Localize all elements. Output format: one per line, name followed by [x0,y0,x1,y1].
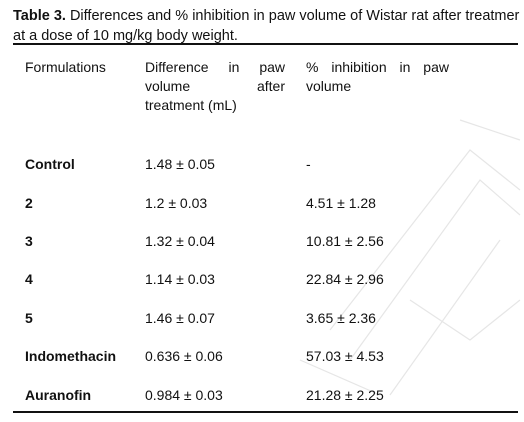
table-top-rule [13,43,518,45]
table-row: 2 1.2 ± 0.03 4.51 ± 1.28 [0,193,524,213]
formulation-cell: 3 [25,233,33,249]
header-word: after [256,78,285,94]
header-inhibition-line-2: volume [306,78,352,94]
formulation-cell: 5 [25,310,33,326]
header-word: % [306,59,319,75]
header-inhibition-line-1: % inhibition in paw [306,58,449,77]
header-difference-line-1: Difference in paw [145,58,285,77]
table-row: Control 1.48 ± 0.05 - [0,154,524,174]
formulation-cell: 4 [25,271,33,287]
table-row: 3 1.32 ± 0.04 10.81 ± 2.56 [0,231,524,251]
inhibition-cell: - [306,156,311,172]
inhibition-cell: 21.28 ± 2.25 [306,387,384,403]
header-difference-line-2: volume after [145,77,285,96]
difference-cell: 0.636 ± 0.06 [145,348,223,364]
caption-line-1: Table 3. Differences and % inhibition in… [13,6,524,26]
formulation-cell: Control [25,156,75,172]
formulation-cell: Indomethacin [25,348,117,364]
header-word: paw [259,59,285,75]
header-word: volume [145,78,191,94]
table-caption: Table 3. Differences and % inhibition in… [13,6,524,46]
header-word: in [399,59,411,75]
formulation-cell: 2 [25,195,33,211]
table-row: 5 1.46 ± 0.07 3.65 ± 2.36 [0,308,524,328]
header-difference: Difference in paw volume after treatment… [145,58,285,115]
caption-line-2: at a dose of 10 mg/kg body weight. [13,28,238,44]
header-inhibition: % inhibition in paw volume [306,58,449,96]
table-row: Auranofin 0.984 ± 0.03 21.28 ± 2.25 [0,385,524,405]
difference-cell: 1.32 ± 0.04 [145,233,215,249]
header-word: Difference [145,59,209,75]
difference-cell: 1.48 ± 0.05 [145,156,215,172]
header-formulations: Formulations [25,59,106,75]
caption-text-1: Differences and % inhibition in paw volu… [65,8,520,24]
header-word: paw [423,59,449,75]
inhibition-cell: 10.81 ± 2.56 [306,233,384,249]
difference-cell: 1.14 ± 0.03 [145,271,215,287]
inhibition-cell: 22.84 ± 2.96 [306,271,384,287]
inhibition-cell: 57.03 ± 4.53 [306,348,384,364]
difference-cell: 1.2 ± 0.03 [145,195,208,211]
difference-cell: 0.984 ± 0.03 [145,387,223,403]
header-difference-line-3: treatment (mL) [145,97,237,113]
header-word: in [228,59,240,75]
table-row: Indomethacin 0.636 ± 0.06 57.03 ± 4.53 [0,346,524,366]
inhibition-cell: 3.65 ± 2.36 [306,310,376,326]
caption-label: Table 3. [13,8,66,24]
table-bottom-rule [13,411,518,413]
formulation-cell: Auranofin [25,387,92,403]
inhibition-cell: 4.51 ± 1.28 [306,195,376,211]
table-row: 4 1.14 ± 0.03 22.84 ± 2.96 [0,269,524,289]
header-word: inhibition [331,59,387,75]
difference-cell: 1.46 ± 0.07 [145,310,215,326]
